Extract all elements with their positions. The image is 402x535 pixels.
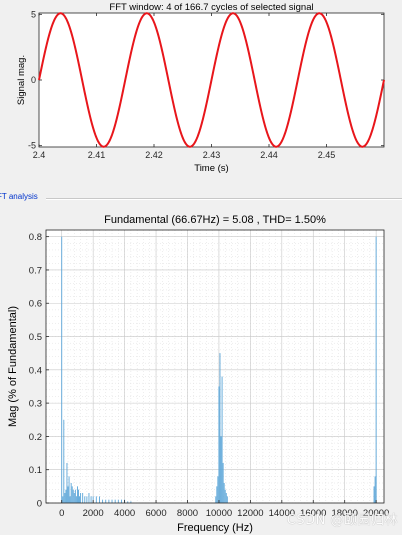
y-tick-label: 0.5: [29, 332, 42, 343]
x-tick-label: 10000: [206, 508, 232, 519]
y-axis-label: Signal mag.: [16, 55, 27, 105]
section-divider: [0, 192, 402, 208]
x-axis-label: Frequency (Hz): [177, 522, 253, 534]
x-tick-label: 2.44: [260, 150, 278, 160]
y-tick-label: 0: [31, 75, 36, 85]
y-tick-label: 0: [37, 499, 42, 510]
y-tick-label: 0.3: [29, 399, 42, 410]
x-tick-label: 2.43: [203, 150, 221, 160]
section-divider-line: [46, 198, 402, 200]
x-tick-label: 2.41: [88, 150, 106, 160]
chart-title: Fundamental (66.67Hz) = 5.08 , THD= 1.50…: [104, 214, 326, 226]
x-tick-label: 2000: [83, 508, 104, 519]
y-axis-label: Mag (% of Fundamental): [7, 306, 19, 427]
y-tick-label: 0.7: [29, 265, 42, 276]
x-tick-label: 20000: [363, 508, 389, 519]
x-axis-label: Time (s): [194, 163, 228, 174]
x-tick-label: 18000: [331, 508, 357, 519]
x-tick-label: 6000: [145, 508, 166, 519]
plot-frame: [45, 229, 385, 504]
y-tick-label: 0.1: [29, 465, 42, 476]
x-tick-label: 14000: [269, 508, 295, 519]
chart-title: FFT window: 4 of 166.7 cycles of selecte…: [109, 2, 313, 13]
y-tick-label: 0.4: [29, 365, 42, 376]
watermark: CSDN @颐园归林: [286, 513, 398, 528]
x-tick-label: 12000: [237, 508, 263, 519]
section-title: FT analysis: [0, 192, 41, 201]
y-tick-label: 5: [31, 9, 36, 19]
y-tick-label: 0.6: [29, 299, 42, 310]
y-tick-label: 0.8: [29, 232, 42, 243]
signal-line: [38, 12, 385, 148]
x-tick-label: 16000: [300, 508, 326, 519]
y-tick-label: 0.2: [29, 432, 42, 443]
plot-area: [46, 230, 384, 503]
y-tick-label: -5: [28, 141, 36, 151]
x-tick-label: 4000: [114, 508, 135, 519]
x-tick-label: 2.4: [33, 150, 46, 160]
x-tick-label: 0: [59, 508, 64, 519]
x-tick-label: 8000: [177, 508, 198, 519]
x-tick-label: 2.45: [318, 150, 336, 160]
x-tick-label: 2.42: [145, 150, 163, 160]
